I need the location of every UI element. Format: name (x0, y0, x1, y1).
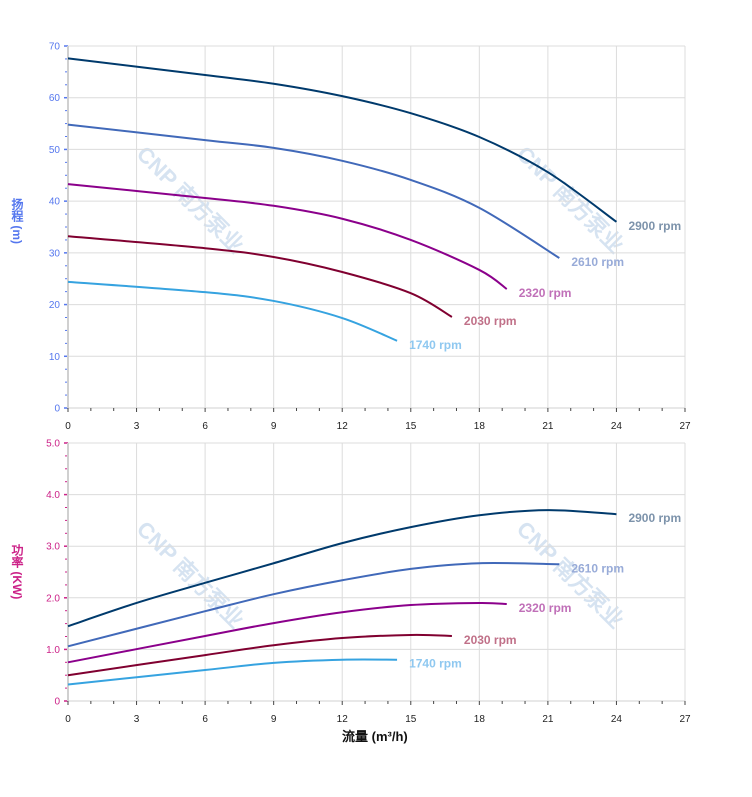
series-label: 2610 rpm (571, 561, 624, 575)
series-label: 2900 rpm (628, 511, 681, 525)
y-tick-label: 4.0 (46, 490, 60, 501)
series-line-2320-rpm (67, 183, 508, 290)
y-tick-label: 30 (49, 248, 61, 259)
x-tick-label: 6 (202, 421, 208, 432)
x-tick-label: 9 (271, 421, 277, 432)
x-tick-label: 9 (271, 714, 277, 725)
x-tick-label: 24 (611, 421, 623, 432)
series-line-2030-rpm (67, 633, 452, 677)
x-tick-label: 15 (405, 714, 417, 725)
series-line-2320-rpm (67, 601, 507, 664)
watermark-logo: CNP 南方泵业 (132, 141, 249, 258)
x-tick-label: 21 (542, 421, 554, 432)
series-label: 2610 rpm (571, 255, 624, 269)
y-tick-label: 10 (49, 352, 61, 363)
y-tick-label: 60 (49, 93, 61, 104)
x-tick-label: 27 (679, 714, 691, 725)
series-label: 2030 rpm (464, 633, 517, 647)
y-tick-label: 2.0 (46, 593, 60, 604)
x-tick-label: 27 (679, 421, 691, 432)
series-line-2900-rpm (67, 57, 618, 223)
x-tick-label: 12 (337, 714, 349, 725)
x-tick-label: 12 (337, 421, 349, 432)
series-line-2610-rpm (67, 123, 560, 259)
x-tick-label: 3 (134, 714, 140, 725)
series-label: 2320 rpm (519, 601, 572, 615)
series-label: 2320 rpm (519, 286, 572, 300)
head-y-axis-label: 扬程 (m) (10, 198, 24, 244)
x-tick-label: 0 (65, 714, 71, 725)
x-tick-label: 0 (65, 421, 71, 432)
series-label: 2900 rpm (628, 219, 681, 233)
y-tick-label: 50 (49, 145, 61, 156)
series-line-1740-rpm (67, 658, 398, 686)
y-tick-label: 1.0 (46, 645, 60, 656)
series-label: 2030 rpm (464, 314, 517, 328)
y-tick-label: 3.0 (46, 542, 60, 553)
series-label: 1740 rpm (409, 338, 462, 352)
x-tick-label: 3 (134, 421, 140, 432)
y-tick-label: 20 (49, 300, 61, 311)
x-tick-label: 24 (611, 714, 623, 725)
series-line-1740-rpm (67, 280, 398, 342)
x-tick-label: 21 (542, 714, 554, 725)
series-label: 1740 rpm (409, 657, 462, 671)
x-axis-label: 流量 (m³/h) (342, 729, 408, 744)
series-line-2610-rpm (67, 562, 560, 648)
y-tick-label: 5.0 (46, 439, 60, 450)
x-tick-label: 18 (474, 421, 486, 432)
series-line-2030-rpm (67, 235, 453, 318)
y-tick-label: 0 (54, 404, 60, 415)
x-tick-label: 15 (405, 421, 417, 432)
x-tick-label: 6 (202, 714, 208, 725)
series-line-2900-rpm (67, 509, 617, 628)
y-tick-label: 40 (49, 197, 61, 208)
power-y-axis-label: 功率 (KW) (10, 544, 24, 600)
watermark-logo: CNP 南方泵业 (512, 141, 629, 258)
y-tick-label: 0 (54, 697, 60, 708)
x-tick-label: 18 (474, 714, 486, 725)
y-tick-label: 70 (49, 42, 61, 53)
